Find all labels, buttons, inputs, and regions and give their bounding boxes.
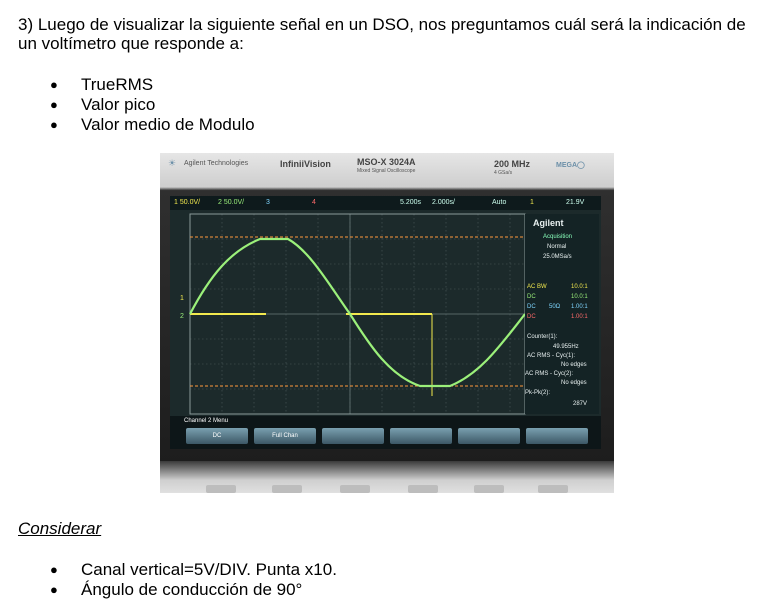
scope-bandwidth: 200 MHz: [494, 159, 531, 169]
consider-heading: Considerar: [18, 519, 102, 538]
agilent-logo: Agilent: [533, 218, 564, 228]
ch2-trace: [189, 237, 526, 388]
hardware-button: [408, 485, 438, 493]
ch1-ground-marker: 1: [180, 295, 184, 302]
ch1-coupling: AC BW: [527, 284, 547, 290]
time-scale: 2.000s/: [432, 199, 455, 206]
sun-icon: ☀: [168, 158, 177, 168]
scope-model: MSO-X 3024A: [357, 157, 416, 167]
right-info-panel: Agilent Acquisition Normal 25.0MSa/s AC …: [525, 214, 599, 414]
softkey-coupling[interactable]: DC: [186, 428, 248, 444]
acq-rate: 25.0MSa/s: [543, 254, 572, 260]
megazoom-logo: MEGA◯: [556, 162, 585, 169]
ch3-label: 3: [266, 199, 270, 206]
hardware-button: [474, 485, 504, 493]
ch2-coupling: DC: [527, 294, 536, 300]
softkey-3[interactable]: [322, 428, 384, 444]
ch2-ratio: 10.0:1: [571, 294, 588, 300]
softkey-6[interactable]: [526, 428, 588, 444]
ch2-scale: 2 50.0V/: [218, 199, 245, 206]
counter-value: 49.955Hz: [553, 344, 579, 350]
ch4-label: 4: [312, 199, 316, 206]
scope-model-sub: Mixed Signal Oscilloscope: [357, 168, 416, 174]
ch3-ratio: 1.00:1: [571, 304, 588, 310]
softkey-4[interactable]: [390, 428, 452, 444]
oscilloscope-photo: ☀ Agilent Technologies InfiniiVision MSO…: [160, 153, 614, 493]
scope-sample-rate: 4 GSa/s: [494, 170, 513, 176]
counter-label: Counter(1):: [527, 334, 558, 340]
ch3-coupling: DC: [527, 304, 536, 310]
list-item: TrueRMS: [50, 75, 255, 95]
question-list: TrueRMS Valor pico Valor medio de Modulo: [50, 75, 255, 135]
scope-screen: 1 50.0V/ 2 50.0V/ 3 4 5.200s 2.000s/ Aut…: [170, 196, 601, 449]
hardware-button: [340, 485, 370, 493]
question-text: 3) Luego de visualizar la siguiente seña…: [18, 15, 746, 53]
ch4-coupling: DC: [527, 314, 536, 320]
trigger-level: 21.9V: [566, 199, 585, 206]
acq-mode: Normal: [547, 244, 567, 250]
softkey-menu: Channel 2 Menu DC Full Chan: [170, 416, 601, 449]
scope-status-bar: 1 50.0V/ 2 50.0V/ 3 4 5.200s 2.000s/ Aut…: [170, 196, 601, 210]
list-item: Valor pico: [50, 95, 255, 115]
ch4-ratio: 1.00:1: [571, 314, 588, 320]
scope-brand: Agilent Technologies: [184, 160, 249, 167]
hardware-button: [206, 485, 236, 493]
list-item: Valor medio de Modulo: [50, 115, 255, 135]
measurement-2-value: No edges: [561, 380, 587, 386]
scope-top-bezel: ☀ Agilent Technologies InfiniiVision MSO…: [160, 153, 614, 185]
measurement-3-label: Pk-Pk(2):: [525, 390, 551, 396]
measurement-1-label: AC RMS - Cyc(1):: [527, 353, 575, 359]
softkey-5[interactable]: [458, 428, 520, 444]
measurement-3-value: 287V: [573, 401, 588, 407]
trigger-mode: Auto: [492, 199, 507, 206]
list-item: Canal vertical=5V/DIV. Punta x10.: [50, 560, 337, 580]
scope-series: InfiniiVision: [280, 159, 331, 169]
hardware-button: [538, 485, 568, 493]
ch3-impedance: 50Ω: [549, 304, 561, 310]
trigger-source: 1: [530, 199, 534, 206]
measurement-1-value: No edges: [561, 362, 587, 368]
softkey-bw-limit[interactable]: Full Chan: [254, 428, 316, 444]
menu-title: Channel 2 Menu: [184, 418, 229, 424]
hardware-button: [272, 485, 302, 493]
measurement-2-label: AC RMS - Cyc(2):: [525, 371, 573, 377]
ch1-ratio: 10.0:1: [571, 284, 588, 290]
time-position: 5.200s: [400, 199, 422, 206]
ch2-ground-marker: 2: [180, 313, 184, 320]
consider-list: Canal vertical=5V/DIV. Punta x10. Ángulo…: [50, 560, 337, 600]
list-item: Ángulo de conducción de 90°: [50, 580, 337, 600]
acq-heading: Acquisition: [543, 234, 573, 240]
ch1-scale: 1 50.0V/: [174, 199, 201, 206]
